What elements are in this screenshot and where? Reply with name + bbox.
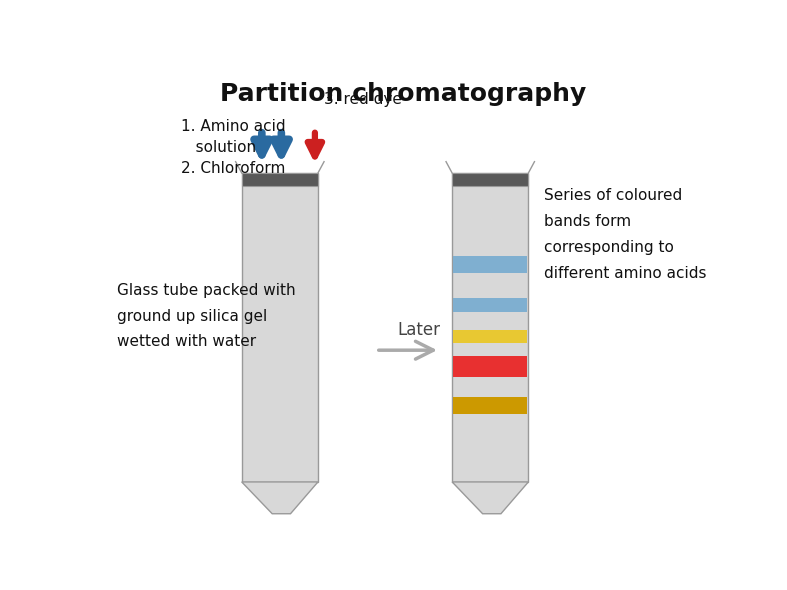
Polygon shape [452,482,528,514]
Polygon shape [242,482,318,514]
Text: 1. Amino acid
   solution
2. Chloroform: 1. Amino acid solution 2. Chloroform [181,119,286,175]
Text: Partition chromatography: Partition chromatography [220,82,586,106]
Bar [242,173,318,482]
Bar [453,255,527,273]
Bar [453,396,527,414]
Text: Series of coloured
bands form
corresponding to
different amino acids: Series of coloured bands form correspond… [544,188,706,281]
Bar [453,330,527,343]
Bar [453,298,527,312]
Bar [452,173,528,186]
Text: Glass tube packed with
ground up silica gel
wetted with water: Glass tube packed with ground up silica … [116,283,295,349]
Text: Later: Later [397,321,440,339]
Bar [453,356,527,378]
Bar [452,173,528,482]
Text: 3. red dye: 3. red dye [324,92,402,107]
Bar [242,173,318,186]
